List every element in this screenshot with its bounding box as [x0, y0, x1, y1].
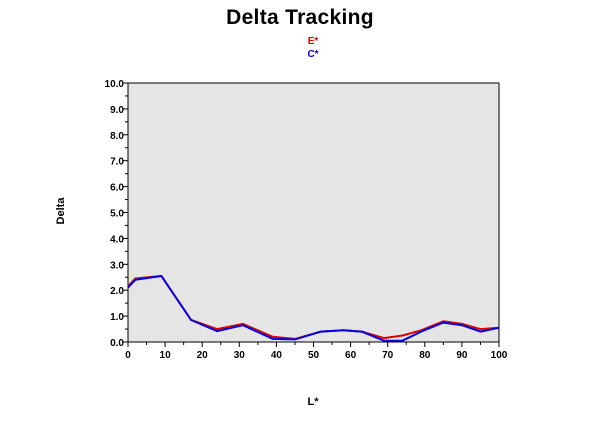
- y-tick-label: 7.0: [110, 157, 124, 168]
- x-tick-label: 60: [345, 350, 357, 361]
- plot-area: [127, 82, 500, 343]
- x-tick-label: 40: [271, 350, 283, 361]
- y-tick-label: 0.0: [110, 338, 124, 349]
- series-lines: [127, 275, 500, 342]
- x-tick-label: 100: [491, 350, 508, 361]
- y-tick-label: 8.0: [110, 131, 124, 142]
- x-tick-label: 70: [382, 350, 394, 361]
- x-tick-label: 90: [456, 350, 468, 361]
- x-tick-label: 20: [197, 350, 209, 361]
- x-tick-label: 0: [125, 350, 131, 361]
- x-tick-label: 80: [419, 350, 431, 361]
- x-tick-label: 50: [308, 350, 320, 361]
- y-axis: 0.0 1.0 2.0 3.0 4.0 5.0 6.0 7.0 8.0 9.0 10.0: [105, 79, 128, 349]
- y-tick-label: 5.0: [110, 209, 124, 220]
- series-line-c: [127, 275, 500, 342]
- y-tick-label: 10.0: [105, 79, 125, 90]
- y-tick-label: 6.0: [110, 183, 124, 194]
- legend-entry-c: C*: [307, 49, 319, 60]
- x-axis: 0 10 20 30 40 50 60 70 80 90 100: [125, 342, 508, 361]
- legend-entry-e: E*: [307, 36, 319, 47]
- x-tick-label: 30: [234, 350, 246, 361]
- y-tick-label: 1.0: [110, 312, 124, 323]
- y-tick-label: 9.0: [110, 105, 124, 116]
- y-tick-label: 4.0: [110, 234, 124, 245]
- x-axis-label: L*: [307, 396, 319, 408]
- y-tick-label: 2.0: [110, 286, 124, 297]
- x-tick-label: 10: [160, 350, 172, 361]
- legend: E* C*: [0, 35, 600, 61]
- chart-title: Delta Tracking: [226, 6, 374, 29]
- y-tick-label: 3.0: [110, 260, 124, 271]
